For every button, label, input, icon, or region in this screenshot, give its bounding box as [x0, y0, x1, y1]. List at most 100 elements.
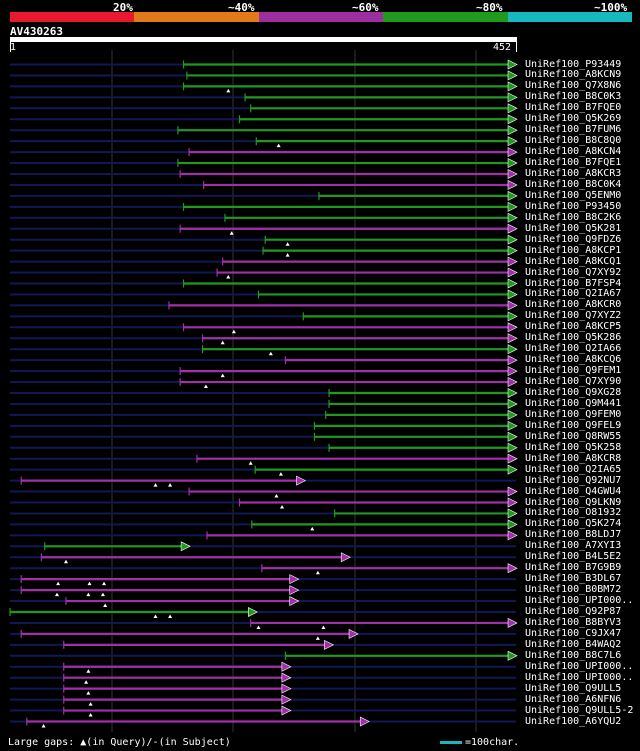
hit-label[interactable]: UniRef100_Q7X8N6	[525, 80, 622, 92]
hit-arrow	[507, 431, 518, 442]
hit-arrow	[247, 607, 258, 617]
query-gap-marker	[285, 253, 290, 257]
query-gap-marker	[168, 483, 173, 487]
hit-label[interactable]: UniRef100_Q9FEM0	[525, 408, 622, 420]
query-gap-marker	[256, 625, 261, 629]
hit-arrow	[507, 519, 518, 530]
hit-arrow	[507, 212, 518, 223]
hit-label[interactable]: UniRef100_B8C2K6	[525, 211, 622, 223]
hit-arrow	[507, 398, 518, 409]
query-gap-marker	[226, 88, 231, 93]
query-gap-icon: ▲	[80, 737, 87, 748]
hit-label[interactable]: UniRef100_B8BYV3	[525, 616, 622, 628]
hit-arrow	[507, 388, 518, 398]
hit-label[interactable]: UniRef100_B8C0K4	[525, 178, 622, 190]
query-gap-marker	[100, 592, 105, 597]
hit-label[interactable]: UniRef100_Q9FDZ6	[525, 233, 622, 245]
hit-label[interactable]: UniRef100_C9JX47	[525, 627, 622, 639]
hit-arrow	[289, 585, 300, 596]
hit-arrow	[507, 409, 518, 420]
hit-label[interactable]: UniRef100_O81932	[525, 507, 622, 519]
hit-label[interactable]: UniRef100_B8C7L6	[525, 649, 622, 661]
hit-label[interactable]: UniRef100_Q5K281	[525, 222, 622, 234]
legend-label: ~40%	[228, 1, 255, 14]
hit-label[interactable]: UniRef100_A6YQU2	[525, 715, 622, 727]
hit-label[interactable]: UniRef100_Q8RW55	[525, 430, 622, 442]
hit-label[interactable]: UniRef100_UPI000..	[525, 671, 634, 683]
hit-arrow	[507, 377, 518, 388]
query-gap-marker	[226, 275, 231, 279]
hit-label[interactable]: UniRef100_A8KCR8	[525, 452, 622, 464]
hit-label[interactable]: UniRef100_Q7XYZ2	[525, 310, 622, 322]
hit-label[interactable]: UniRef100_A8KCQ1	[525, 255, 622, 267]
hit-label[interactable]: UniRef100_Q92NU7	[525, 474, 622, 486]
hit-label[interactable]: UniRef100_A6NFN6	[525, 693, 622, 705]
query-gap-marker	[229, 231, 234, 235]
hit-label[interactable]: UniRef100_A7XYI3	[525, 540, 622, 552]
hit-label[interactable]: UniRef100_P93450	[525, 200, 622, 212]
legend-label: ~100%	[594, 1, 628, 14]
query-gap-marker	[102, 581, 107, 586]
hit-arrow	[507, 355, 518, 366]
hit-label[interactable]: UniRef100_A8KCR0	[525, 299, 622, 311]
hit-label[interactable]: UniRef100_Q4GWU4	[525, 485, 622, 497]
hit-label[interactable]: UniRef100_B4WAQ2	[525, 638, 622, 650]
hit-label[interactable]: UniRef100_Q9ULL5-2	[525, 704, 634, 716]
hit-label[interactable]: UniRef100_B4L5E2	[525, 551, 622, 563]
hit-label[interactable]: UniRef100_Q9FEM1	[525, 365, 622, 377]
query-gap-marker	[231, 329, 236, 334]
legend-label: ~80%	[476, 1, 503, 14]
query-gap-marker	[153, 614, 158, 618]
hit-label[interactable]: UniRef100_Q2IA67	[525, 288, 622, 300]
hit-label[interactable]: UniRef100_B0BM72	[525, 584, 622, 596]
hit-label[interactable]: UniRef100_Q5K269	[525, 113, 622, 125]
hit-label[interactable]: UniRef100_B7FQE1	[525, 157, 622, 169]
hit-arrow	[281, 683, 292, 694]
query-gap-text: (in Query)/	[86, 737, 153, 748]
hit-label[interactable]: UniRef100_Q2IA66	[525, 343, 622, 355]
hit-label[interactable]: UniRef100_Q5K258	[525, 441, 622, 453]
hit-label[interactable]: UniRef100_Q9LKN9	[525, 496, 622, 508]
legend-segment	[258, 12, 384, 22]
query-gap-marker	[84, 680, 89, 684]
hit-arrow	[507, 70, 518, 81]
hit-arrow	[507, 114, 518, 125]
hit-label[interactable]: UniRef100_A8KCP5	[525, 321, 622, 333]
hit-label[interactable]: UniRef100_Q5K286	[525, 332, 622, 344]
hit-label[interactable]: UniRef100_Q7XY92	[525, 266, 622, 278]
hit-label[interactable]: UniRef100_Q2IA65	[525, 463, 622, 475]
hit-arrow	[289, 574, 300, 585]
hit-label[interactable]: UniRef100_Q5ENM0	[525, 189, 622, 201]
hit-label[interactable]: UniRef100_UPI000..	[525, 660, 634, 672]
hit-label[interactable]: UniRef100_Q9XG28	[525, 387, 622, 398]
hit-arrow	[507, 497, 518, 508]
hit-label[interactable]: UniRef100_Q5K274	[525, 518, 622, 530]
hit-label[interactable]: UniRef100_B7FSP4	[525, 277, 622, 289]
query-gap-marker	[88, 713, 93, 717]
hit-arrow	[324, 639, 335, 650]
hit-arrow	[507, 223, 518, 234]
hit-label[interactable]: UniRef100_B8LDJ7	[525, 529, 622, 541]
hit-label[interactable]: UniRef100_B7FQE0	[525, 102, 622, 114]
hit-label[interactable]: UniRef100_A8KCN4	[525, 146, 622, 158]
hit-label[interactable]: UniRef100_Q9M441	[525, 397, 622, 409]
hit-label[interactable]: UniRef100_B8C8Q0	[525, 135, 622, 147]
query-gap-marker	[153, 483, 158, 487]
hit-label[interactable]: UniRef100_B7G9B9	[525, 562, 622, 574]
scale-end-tick	[516, 42, 517, 52]
hit-label[interactable]: UniRef100_A8KCP1	[525, 244, 622, 256]
hit-label[interactable]: UniRef100_A8KCN9	[525, 69, 622, 81]
hit-label[interactable]: UniRef100_A8KCR3	[525, 168, 622, 179]
hit-label[interactable]: UniRef100_B8C0K3	[525, 91, 622, 103]
hit-label[interactable]: UniRef100_Q92P87	[525, 606, 622, 617]
hit-label[interactable]: UniRef100_P93449	[525, 58, 622, 70]
hit-arrow	[507, 420, 518, 431]
hit-label[interactable]: UniRef100_Q7XY90	[525, 376, 622, 388]
hit-label[interactable]: UniRef100_B3DL67	[525, 573, 622, 585]
hit-label[interactable]: UniRef100_B7FUM6	[525, 124, 622, 136]
hit-label[interactable]: UniRef100_A8KCQ6	[525, 354, 622, 366]
hit-label[interactable]: UniRef100_Q9FEL9	[525, 419, 622, 431]
hit-label[interactable]: UniRef100_Q9ULL5	[525, 682, 622, 694]
hit-label[interactable]: UniRef100_UPI000..	[525, 595, 634, 607]
subject-gap-text: (in Subject)	[158, 737, 231, 748]
